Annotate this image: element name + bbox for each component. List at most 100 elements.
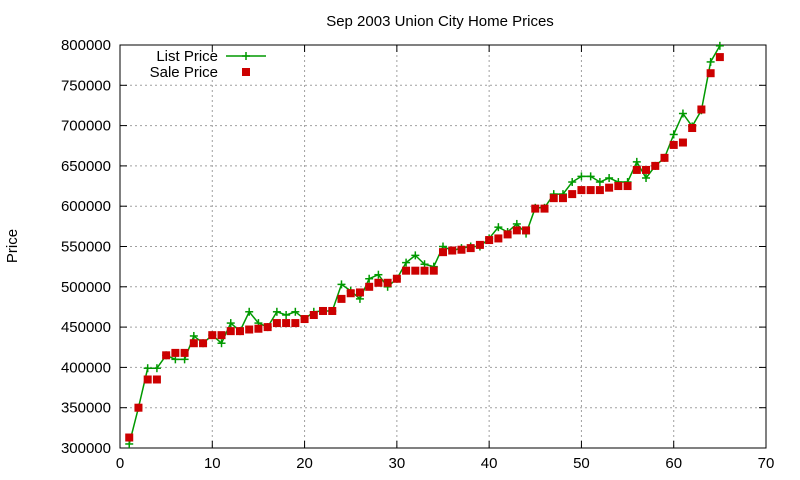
sale-price-point (651, 161, 660, 170)
legend-plus-swatch (242, 52, 250, 60)
list-price-point (586, 172, 595, 181)
y-tick-label: 400000 (61, 359, 111, 376)
sale-price-point (235, 327, 244, 336)
list-price-point (577, 172, 586, 181)
sale-price-point (457, 245, 466, 254)
list-price-point (272, 307, 281, 316)
sale-price-point (632, 165, 641, 174)
sale-price-point (558, 194, 567, 203)
y-tick-label: 450000 (61, 319, 111, 336)
sale-price-point (291, 319, 300, 328)
sale-price-point (429, 266, 438, 275)
sale-price-point (586, 186, 595, 195)
list-price-point (568, 178, 577, 187)
sale-price-point (549, 194, 558, 203)
list-price-point (706, 57, 715, 66)
list-price-point (374, 270, 383, 279)
sale-price-point (189, 339, 198, 348)
x-tick-label: 10 (204, 455, 221, 472)
sale-price-point (660, 153, 669, 162)
sale-price-point (134, 403, 143, 412)
sale-price-point (595, 186, 604, 195)
legend-label: Sale Price (150, 64, 218, 81)
y-tick-label: 750000 (61, 77, 111, 94)
sale-price-point (272, 319, 281, 328)
list-price-point (605, 173, 614, 182)
list-price-line (128, 45, 721, 445)
y-tick-label: 550000 (61, 239, 111, 256)
sale-price-point (125, 433, 134, 442)
x-tick-label: 40 (481, 455, 498, 472)
sale-price-point (485, 236, 494, 245)
sale-price-point (309, 311, 318, 320)
list-price-point (291, 307, 300, 316)
sale-price-point (199, 339, 208, 348)
y-tick-label: 800000 (61, 37, 111, 54)
sale-price-point (392, 274, 401, 283)
sale-price-point (411, 266, 420, 275)
sale-price-point (439, 248, 447, 257)
sale-price-point (346, 289, 355, 298)
list-price-point (226, 319, 235, 328)
sale-price-point (512, 226, 521, 235)
sale-price-point (383, 278, 392, 287)
sale-price-point (420, 266, 429, 275)
list-price-point (189, 331, 198, 340)
sale-price-point (254, 324, 263, 333)
list-price-point (632, 157, 641, 166)
x-tick-label: 20 (296, 455, 313, 472)
sale-price-point (328, 306, 337, 315)
series-sale-price (125, 53, 724, 442)
list-price-point (595, 178, 604, 187)
sale-price-point (466, 244, 475, 253)
y-tick-label: 700000 (61, 118, 111, 135)
sale-price-point (697, 105, 706, 114)
sale-price-point (143, 375, 152, 384)
sale-price-point (226, 327, 235, 336)
grid-lines (120, 45, 766, 448)
legend-label: List Price (156, 48, 218, 65)
list-price-point (337, 280, 346, 289)
sale-price-point (706, 69, 715, 78)
x-tick-label: 30 (389, 455, 406, 472)
list-price-point (143, 364, 152, 373)
chart-title: Sep 2003 Union City Home Prices (326, 13, 554, 30)
sale-price-point (531, 204, 540, 213)
list-price-point (411, 251, 420, 260)
sale-price-point (503, 230, 512, 239)
list-price-point (402, 258, 411, 267)
sale-price-point (669, 140, 678, 149)
sale-price-point (282, 319, 291, 328)
sale-price-point (540, 204, 549, 213)
y-tick-label: 600000 (61, 198, 111, 215)
sale-price-point (522, 226, 531, 235)
x-tick-label: 50 (573, 455, 590, 472)
sale-price-point (577, 186, 586, 195)
series-layer (125, 41, 724, 448)
list-price-point (494, 223, 503, 232)
sale-price-point (245, 325, 254, 334)
sale-price-point (180, 348, 189, 357)
list-price-point (245, 307, 254, 316)
list-price-point (365, 274, 374, 283)
sale-price-point (365, 282, 374, 291)
list-price-point (678, 109, 687, 118)
sale-price-point (162, 351, 171, 360)
sale-price-point (642, 165, 651, 174)
series-list-price (125, 41, 724, 448)
y-tick-label: 650000 (61, 158, 111, 175)
sale-price-point (475, 240, 484, 249)
x-tick-label: 70 (758, 455, 775, 472)
sale-price-point (448, 246, 457, 255)
sale-price-point (402, 266, 411, 275)
x-tick-label: 0 (116, 455, 124, 472)
sale-price-point (355, 288, 364, 297)
y-tick-label: 300000 (61, 440, 111, 457)
sale-price-point (678, 138, 687, 147)
x-tick-label: 60 (665, 455, 682, 472)
sale-price-point (605, 183, 614, 192)
axis-ticks: 300000 350000 400000 450000 500000 550000 6000… (61, 37, 774, 472)
